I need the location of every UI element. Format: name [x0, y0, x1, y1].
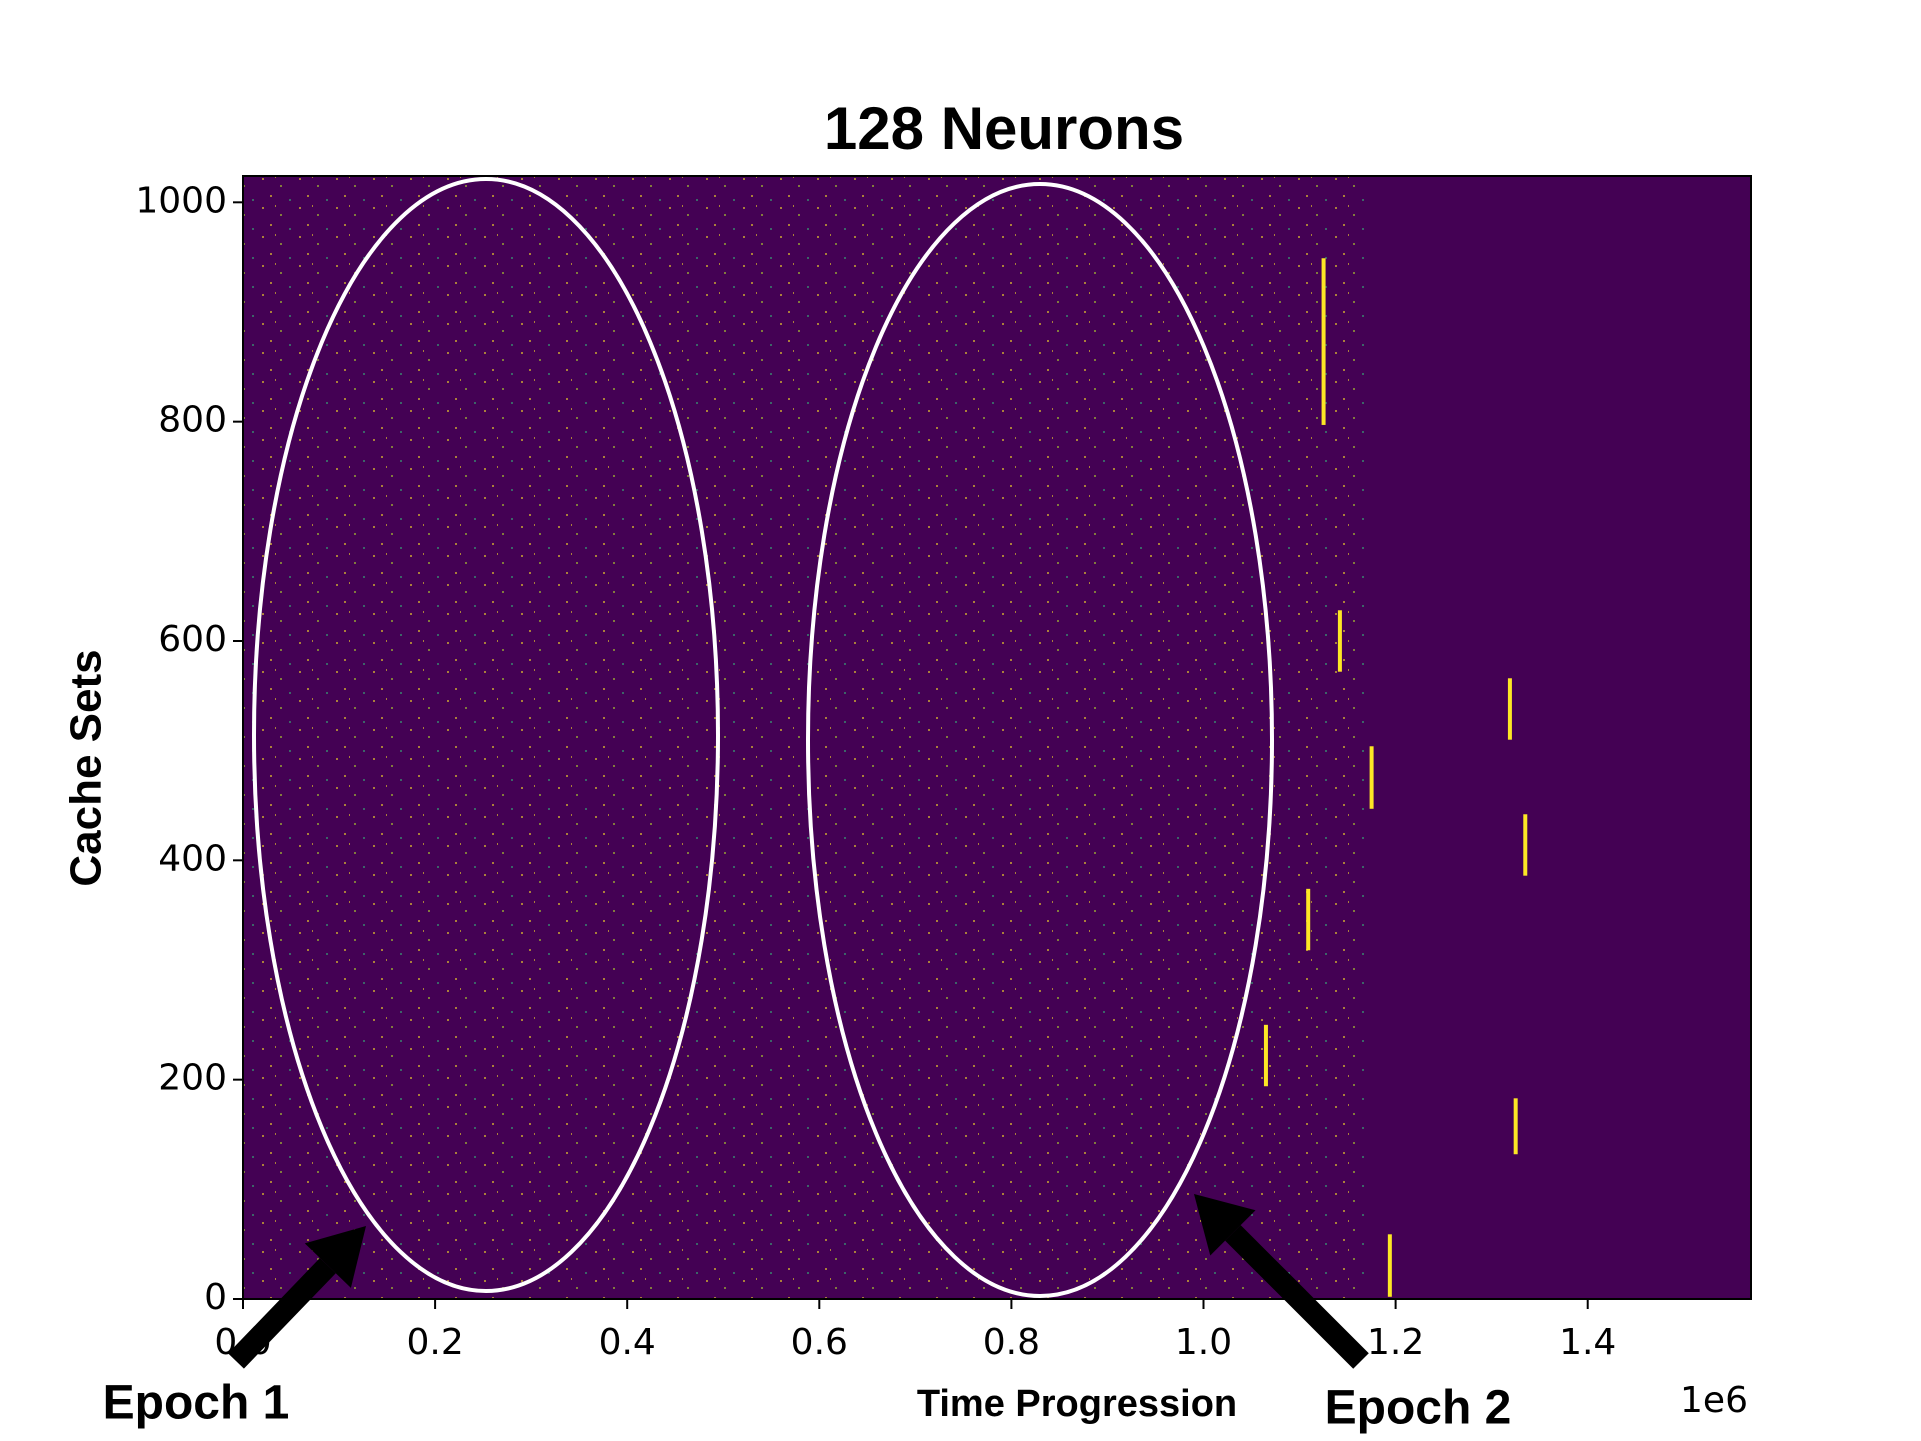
x-tick-label: 0.2 [406, 1322, 463, 1363]
arrow-head [1194, 1194, 1256, 1256]
burst [1507, 678, 1512, 740]
burst [1387, 1234, 1392, 1297]
x-offset-label: 1e6 [1680, 1380, 1748, 1421]
y-tick-label: 1000 [135, 180, 227, 221]
y-tick-label: 200 [158, 1058, 227, 1099]
y-tick-label: 400 [158, 838, 227, 879]
burst [1321, 258, 1326, 425]
x-tick-label: 1.4 [1559, 1322, 1616, 1363]
x-tick-label: 0.4 [599, 1322, 656, 1363]
burst [1337, 610, 1342, 672]
x-tick-label: 0.6 [791, 1322, 848, 1363]
y-axis-label: Cache Sets [62, 649, 111, 886]
burst [1263, 1024, 1268, 1087]
x-tick-label: 1.0 [1175, 1322, 1232, 1363]
burst [1369, 746, 1374, 809]
arrow-head [304, 1226, 366, 1288]
arrow-shaft [1225, 1225, 1369, 1369]
y-tick-label: 600 [158, 619, 227, 660]
x-axis-label: Time Progression [917, 1383, 1237, 1425]
burst [1523, 814, 1528, 876]
highlight-ellipse [806, 182, 1274, 1298]
chart-title: 128 Neurons [824, 95, 1184, 162]
x-tick-label: 1.2 [1367, 1322, 1424, 1363]
plot-frame [242, 175, 1752, 1300]
annotation: Epoch 2 [1325, 1382, 1512, 1435]
annotation: Epoch 1 [103, 1377, 290, 1430]
burst [1306, 888, 1311, 951]
y-tick-label: 0 [204, 1277, 227, 1318]
x-tick-label: 0.8 [983, 1322, 1040, 1363]
y-tick-label: 800 [158, 400, 227, 441]
burst [1513, 1098, 1518, 1155]
arrow-shaft [228, 1257, 336, 1369]
highlight-ellipse [252, 177, 720, 1293]
